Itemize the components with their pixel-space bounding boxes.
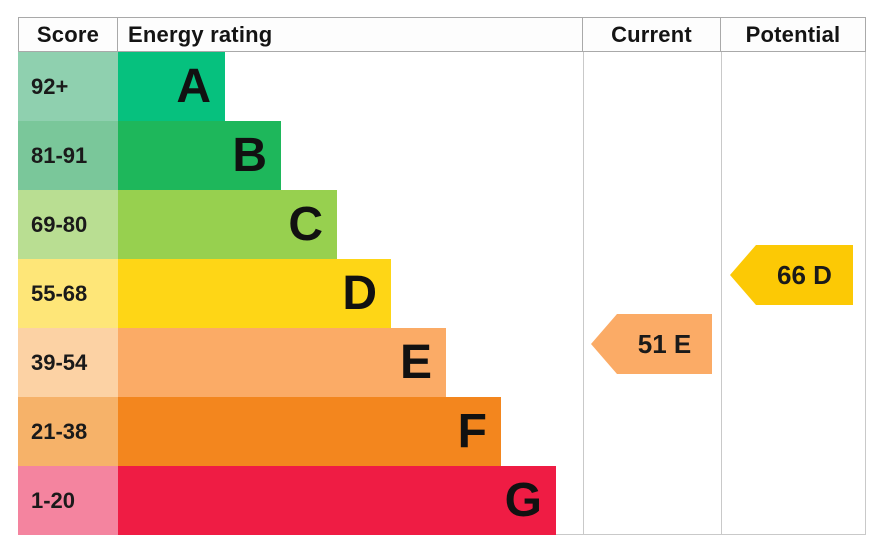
score-range-cell: 69-80 [18, 190, 118, 259]
rating-band-row-d: 55-68 D [18, 259, 865, 328]
score-range-cell: 55-68 [18, 259, 118, 328]
rating-band-row-g: 1-20 G [18, 466, 865, 535]
current-column-divider [583, 52, 584, 534]
rating-bands-area: 92+ A 81-91 B 69-80 C 55-68 D 39-54 E 21-38 F 1-20 G … [18, 52, 866, 535]
current-column-header: Current [583, 17, 721, 52]
rating-band-row-f: 21-38 F [18, 397, 865, 466]
rating-bar-d: D [118, 259, 391, 328]
epc-table: Score Energy rating Current Potential 92… [18, 17, 866, 535]
score-range-cell: 21-38 [18, 397, 118, 466]
rating-bar-b: B [118, 121, 281, 190]
rating-band-row-a: 92+ A [18, 52, 865, 121]
rating-bar-f: F [118, 397, 501, 466]
score-column-header: Score [18, 17, 118, 52]
table-header-row: Score Energy rating Current Potential [18, 17, 866, 52]
potential-rating-arrow: 66 D [730, 245, 853, 305]
score-range-cell: 92+ [18, 52, 118, 121]
rating-band-row-b: 81-91 B [18, 121, 865, 190]
score-range-cell: 81-91 [18, 121, 118, 190]
score-range-cell: 1-20 [18, 466, 118, 535]
rating-band-row-c: 69-80 C [18, 190, 865, 259]
score-range-cell: 39-54 [18, 328, 118, 397]
rating-bar-e: E [118, 328, 446, 397]
rating-bar-c: C [118, 190, 337, 259]
current-rating-arrow: 51 E [591, 314, 712, 374]
rating-bar-g: G [118, 466, 556, 535]
rating-band-row-e: 39-54 E [18, 328, 865, 397]
potential-column-divider [721, 52, 722, 534]
potential-column-header: Potential [721, 17, 866, 52]
energy-rating-column-header: Energy rating [118, 17, 583, 52]
rating-bar-a: A [118, 52, 225, 121]
